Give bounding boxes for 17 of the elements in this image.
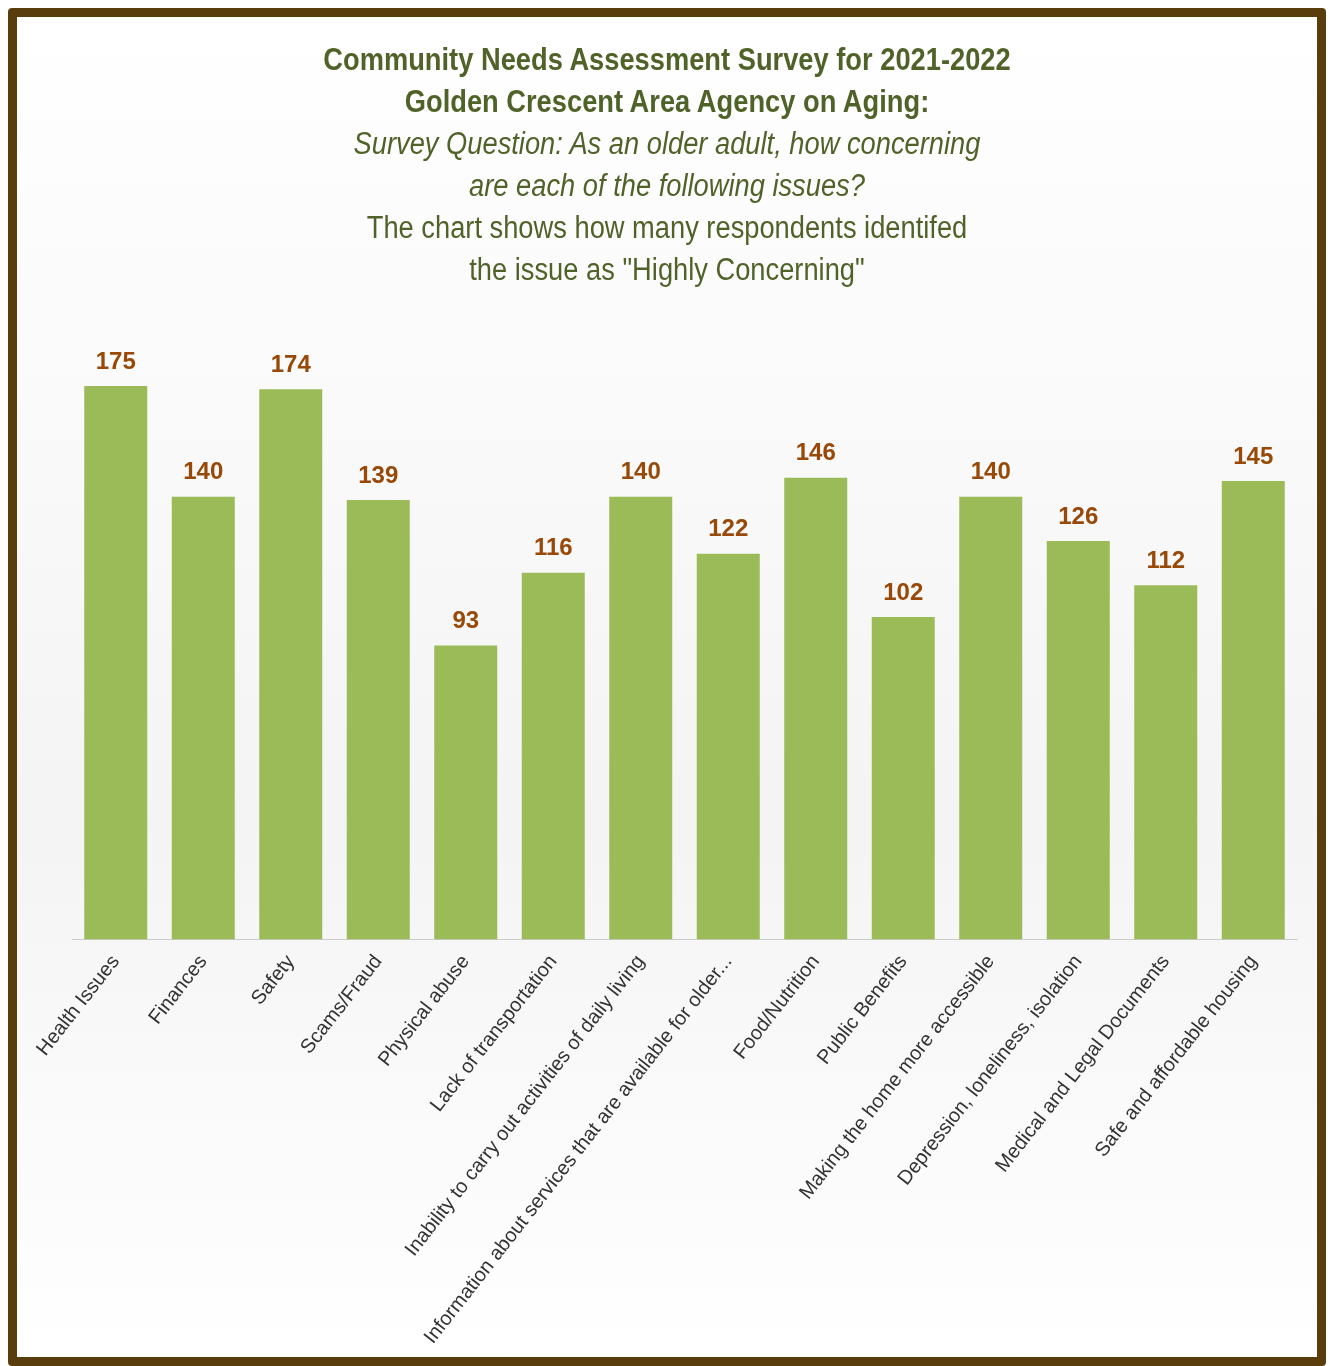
chart-subtitle: Survey Question: As an older adult, how concerning are each of the following issues? bbox=[352, 125, 982, 205]
data-label: 175 bbox=[95, 346, 136, 374]
data-label: 122 bbox=[708, 514, 749, 542]
data-label: 102 bbox=[883, 577, 924, 605]
data-label: 116 bbox=[533, 533, 573, 561]
data-label: 145 bbox=[1233, 441, 1274, 469]
text: The chart shows how many respondents identifed the issue as "Highly Concerning" bbox=[365, 209, 969, 289]
data-label: 174 bbox=[270, 349, 312, 377]
data-label: 126 bbox=[1058, 501, 1099, 529]
data-label: 139 bbox=[358, 460, 399, 488]
data-label: 140 bbox=[620, 457, 661, 485]
data-label: 112 bbox=[1146, 545, 1186, 573]
chart-title: Community Needs Assessment Survey for 2021-2022 Golden Crescent Area Agency on Aging: bbox=[322, 41, 1012, 121]
data-label: 140 bbox=[970, 457, 1011, 485]
data-label: 140 bbox=[183, 457, 224, 485]
data-label: 93 bbox=[452, 606, 480, 634]
data-label: 146 bbox=[795, 438, 836, 466]
